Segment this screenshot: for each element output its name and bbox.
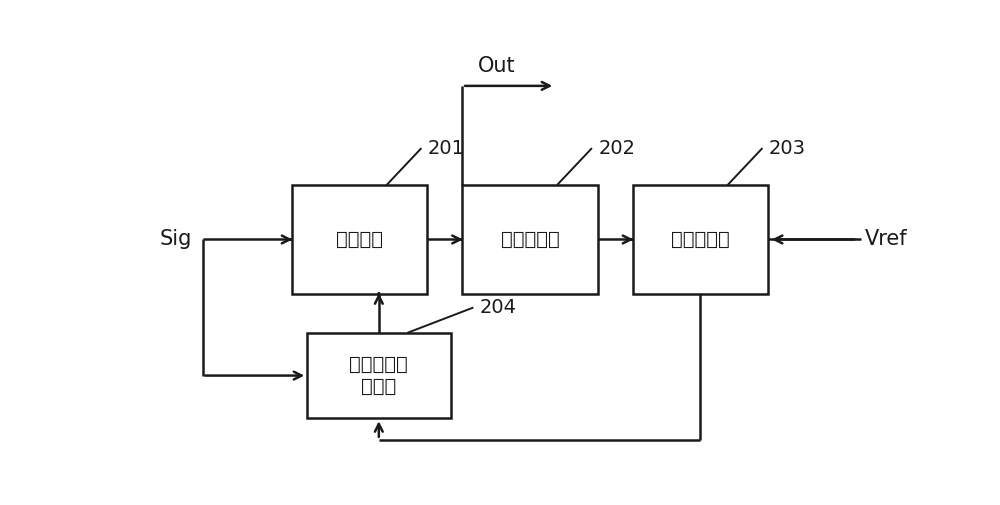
Text: Sig: Sig: [160, 229, 192, 249]
Text: 与门电路: 与门电路: [336, 230, 383, 249]
Text: 201: 201: [428, 138, 465, 158]
Text: Out: Out: [478, 56, 516, 76]
Text: 204: 204: [480, 298, 517, 317]
Text: 误差放大器: 误差放大器: [671, 230, 730, 249]
Text: 203: 203: [769, 138, 806, 158]
Bar: [292, 185, 427, 294]
Text: 电压控制延
时电路: 电压控制延 时电路: [349, 355, 408, 396]
Bar: [462, 185, 598, 294]
Text: 202: 202: [598, 138, 635, 158]
Bar: [633, 185, 768, 294]
Text: 低通滤波器: 低通滤波器: [501, 230, 559, 249]
Text: Vref: Vref: [865, 229, 908, 249]
Bar: [307, 333, 450, 418]
